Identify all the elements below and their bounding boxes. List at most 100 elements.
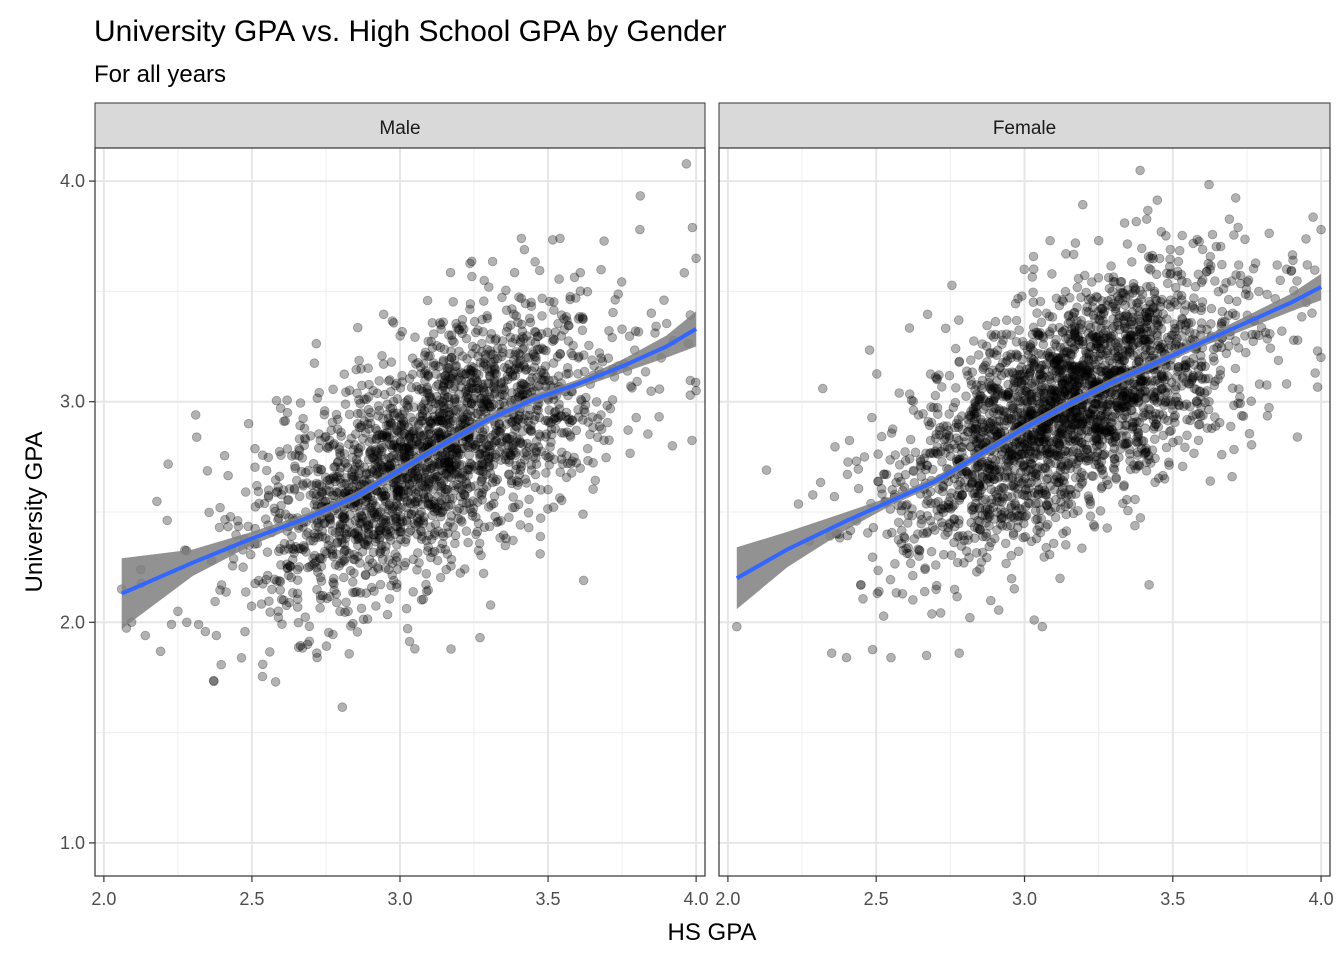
data-point [406, 509, 417, 519]
data-point [444, 371, 454, 382]
data-point [252, 480, 262, 491]
data-point [319, 409, 330, 420]
data-point [257, 671, 268, 682]
data-point [484, 460, 495, 471]
data-point [353, 533, 364, 544]
data-point [381, 541, 391, 551]
data-point [973, 350, 984, 360]
data-point [375, 459, 386, 470]
data-point [388, 408, 399, 419]
data-point [366, 582, 377, 593]
data-point [357, 513, 368, 524]
data-point [1307, 308, 1317, 318]
data-point [421, 586, 432, 597]
data-point [499, 450, 510, 461]
data-point [513, 414, 523, 424]
data-point [391, 442, 402, 452]
data-point [473, 383, 484, 394]
data-point [371, 433, 382, 444]
data-point [328, 573, 339, 584]
data-point [295, 398, 306, 408]
data-point [454, 373, 464, 383]
data-point [376, 540, 387, 551]
data-point [360, 522, 371, 533]
data-point [270, 475, 281, 485]
data-point [459, 564, 470, 574]
data-point [427, 415, 438, 426]
data-point [1128, 350, 1139, 361]
data-point [542, 504, 553, 514]
data-point [1179, 401, 1189, 412]
data-point [514, 411, 525, 421]
data-point [282, 395, 292, 406]
data-point [484, 462, 494, 472]
data-point [885, 574, 896, 585]
y-tick-label: 1.0 [60, 833, 85, 853]
data-point [410, 474, 421, 485]
data-point [344, 527, 355, 538]
data-point [395, 527, 406, 537]
data-point [412, 564, 422, 575]
data-point [1197, 374, 1207, 385]
data-point [293, 543, 304, 554]
data-point [250, 501, 261, 512]
data-point [507, 431, 518, 442]
data-point [571, 425, 582, 436]
data-point [931, 584, 941, 595]
data-point [424, 392, 435, 403]
data-point [1045, 235, 1055, 246]
data-point [379, 502, 390, 512]
data-point [1054, 300, 1065, 311]
data-point [1297, 311, 1307, 322]
data-point [376, 491, 387, 502]
data-point [646, 308, 657, 319]
data-point [1190, 281, 1201, 292]
data-point [489, 379, 500, 389]
data-point [418, 430, 428, 441]
data-point [338, 511, 348, 522]
data-point [309, 558, 319, 569]
data-point [461, 479, 472, 489]
data-point [348, 618, 358, 629]
data-point [287, 554, 298, 565]
data-point [508, 440, 519, 450]
data-point [386, 440, 397, 451]
data-point [483, 398, 494, 409]
data-point [548, 358, 559, 368]
data-point [468, 377, 479, 388]
data-point [540, 361, 551, 371]
data-point [549, 407, 560, 418]
data-point [422, 382, 433, 393]
data-point [236, 652, 247, 663]
data-point [577, 415, 588, 425]
data-point [435, 415, 446, 426]
data-point [1012, 522, 1023, 533]
data-point [1162, 278, 1173, 289]
data-point [351, 586, 362, 597]
data-point [516, 461, 527, 472]
data-point [311, 478, 322, 489]
data-point [413, 420, 424, 431]
data-point [315, 603, 325, 613]
data-point [599, 435, 609, 446]
data-point [313, 567, 323, 577]
data-point [450, 393, 460, 404]
data-point [578, 575, 589, 586]
data-point [908, 595, 918, 605]
data-point [1233, 343, 1244, 353]
data-point [334, 531, 345, 541]
data-point [731, 621, 742, 632]
data-point [1006, 573, 1017, 584]
data-point [441, 484, 451, 495]
data-point [359, 537, 369, 548]
data-point [152, 496, 162, 507]
data-point [362, 520, 373, 531]
data-point [1087, 471, 1097, 481]
data-point [567, 415, 578, 425]
data-point [507, 442, 518, 453]
data-point [454, 460, 465, 470]
data-point [997, 357, 1008, 368]
data-point [581, 392, 591, 403]
data-point [408, 586, 419, 597]
data-point [365, 418, 376, 429]
